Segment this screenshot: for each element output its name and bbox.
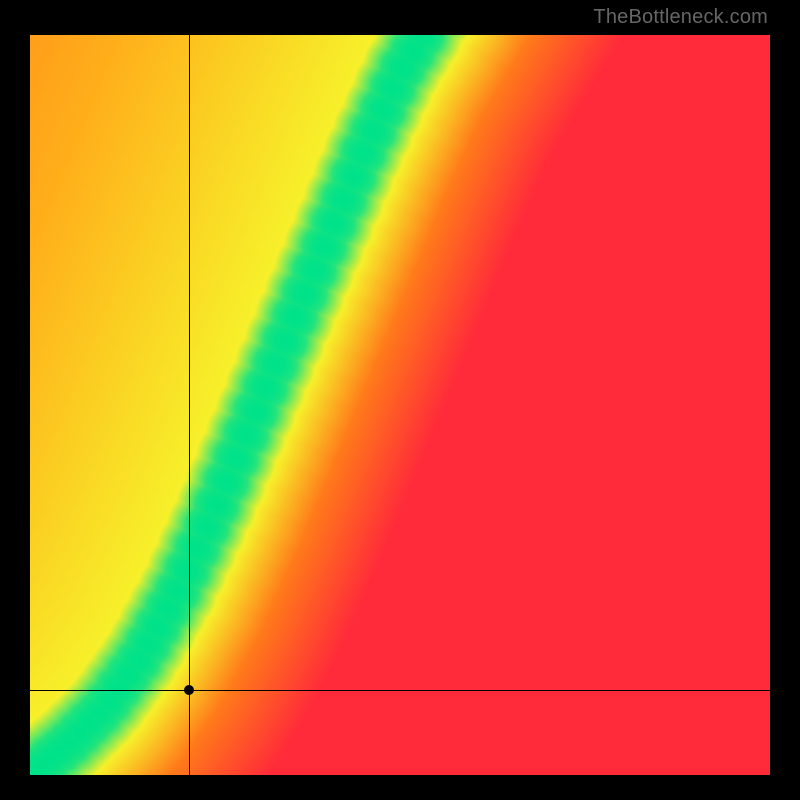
plot-area xyxy=(30,35,770,775)
attribution-text: TheBottleneck.com xyxy=(593,6,768,29)
chart-container: TheBottleneck.com xyxy=(0,0,800,800)
marker-dot xyxy=(184,685,194,695)
crosshair-vertical xyxy=(189,35,190,775)
heatmap-canvas xyxy=(30,35,770,775)
crosshair-horizontal xyxy=(30,690,770,691)
